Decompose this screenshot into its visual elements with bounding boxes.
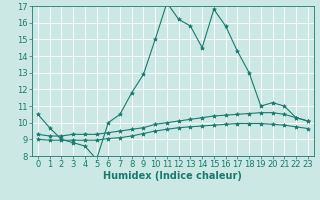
- X-axis label: Humidex (Indice chaleur): Humidex (Indice chaleur): [103, 171, 242, 181]
